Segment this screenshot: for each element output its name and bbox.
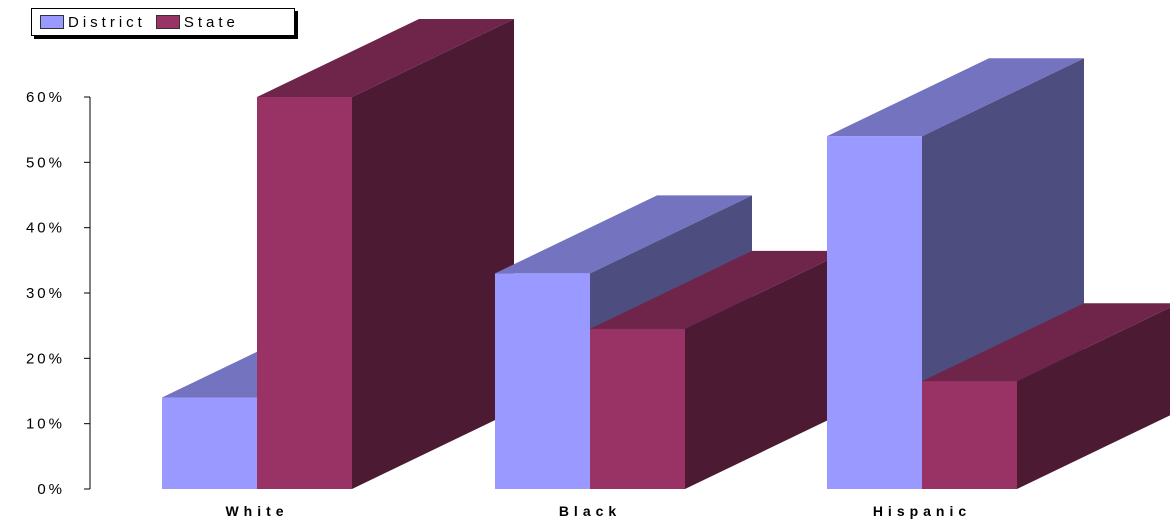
x-category-label: White [225,503,288,519]
bar-top-face [495,195,752,274]
bar-state-black [590,250,847,489]
bar-state-hispanic [922,303,1170,489]
chart-legend: District State [31,8,295,36]
legend-swatch-district [40,15,64,29]
bar-state-white [257,19,514,489]
bar-top-face [590,250,847,329]
y-tick-label: 30% [26,285,65,302]
bar-side-face [352,19,514,489]
x-category-label: Hispanic [873,503,971,519]
bar-top-face [257,19,514,97]
y-tick-label: 0% [37,481,65,498]
legend-item-state: State [155,13,239,31]
bar-side-face [685,250,847,489]
legend-label-district: District [68,13,146,31]
bar-front-face [827,136,922,489]
bar-top-face [922,303,1170,382]
x-category-label: Black [559,503,621,519]
bar-top-face [827,58,1084,137]
y-tick-label: 40% [26,220,65,237]
bar-side-face [1017,307,1170,489]
legend-label-state: State [183,13,239,31]
bar-front-face [257,97,352,489]
legend-swatch-state [155,15,180,29]
y-tick-label: 10% [26,416,65,433]
bar-front-face [495,273,590,489]
bar-front-face [590,328,685,489]
bar-front-face [922,381,1017,489]
legend-item-district: District [40,14,146,31]
y-tick-label: 60% [26,89,65,106]
bar-front-face [162,397,257,489]
y-tick-label: 20% [26,350,65,367]
y-tick-label: 50% [26,154,65,171]
